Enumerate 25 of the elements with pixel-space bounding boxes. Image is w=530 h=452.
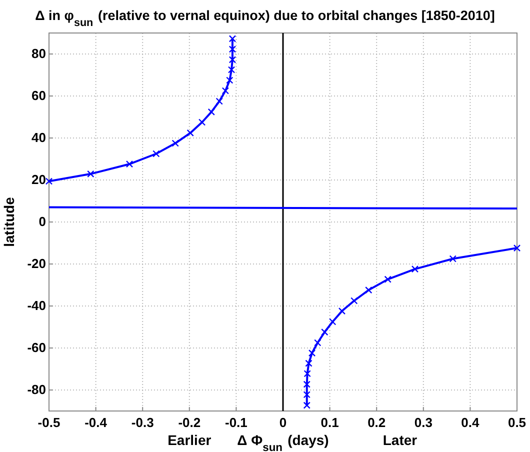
x-tick-label: -0.3	[131, 415, 154, 430]
x-axis-title: Δ Φ$_{sun}$ (days)	[237, 432, 329, 452]
x-tick-label: 0.1	[320, 415, 339, 430]
y-tick-label: 0	[38, 214, 46, 230]
y-tick-label: -20	[27, 256, 46, 272]
x-tick-label: 0.2	[368, 415, 386, 430]
x-tick-label: -0.4	[84, 415, 108, 430]
x-tick-label: -0.2	[178, 415, 201, 430]
x-tick-label: -0.1	[224, 415, 248, 430]
text: Earlier	[168, 432, 212, 448]
y-tick-label: 20	[32, 172, 46, 188]
y-axis-title: latitude	[1, 196, 17, 247]
text: Later	[382, 432, 418, 448]
x-tick-label: -0.5	[38, 415, 60, 430]
y-tick-label: -60	[27, 340, 46, 356]
chart-title: Δ in φ$_{sun}$ (relative to vernal equinox) due to orbital changes [1850-2010]	[35, 8, 495, 29]
x-tick-label: 0.3	[414, 415, 432, 430]
x-tick-label: 0.4	[461, 415, 480, 430]
x-tick-label: 0	[279, 415, 287, 430]
y-tick-label: 40	[32, 130, 46, 146]
x-tick-label: 0.5	[508, 415, 526, 430]
y-tick-label: -40	[27, 298, 46, 314]
y-tick-label: 60	[32, 88, 46, 104]
y-tick-label: 80	[32, 46, 46, 62]
y-tick-label: -80	[27, 382, 46, 398]
